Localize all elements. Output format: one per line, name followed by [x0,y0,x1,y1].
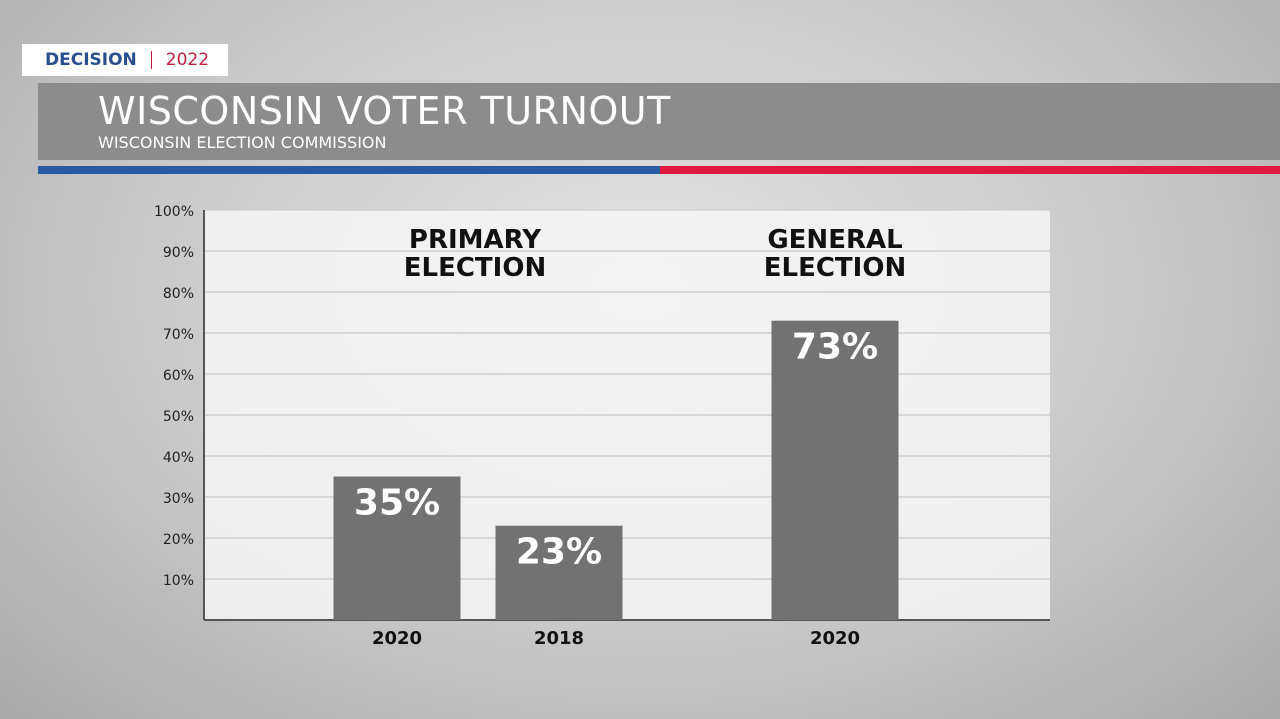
chart-title: WISCONSIN VOTER TURNOUT [98,89,671,133]
y-tick-label: 20% [163,532,194,548]
brand-year: 2022 [165,50,210,70]
y-tick-label: 70% [163,327,194,343]
bar [333,476,461,620]
x-tick-label: 2020 [810,628,860,649]
y-tick-label: 40% [163,450,194,466]
x-tick-label: 2020 [372,628,422,649]
stripe-red [660,166,1280,174]
chart-subtitle: WISCONSIN ELECTION COMMISSION [98,133,387,152]
y-tick-label: 10% [163,573,194,589]
header-band: WISCONSIN VOTER TURNOUT WISCONSIN ELECTI… [38,83,1280,160]
y-tick-label: 30% [163,491,194,507]
y-tick-label: 100% [154,204,194,220]
value-label: 35% [354,483,440,524]
value-label: 73% [792,327,878,368]
x-tick-label: 2018 [534,628,584,649]
stripe-blue [38,166,660,174]
y-tick-label: 60% [163,368,194,384]
y-tick-label: 90% [163,245,194,261]
brand-name: DECISION [45,50,137,70]
value-label: 23% [516,532,602,573]
bar [771,320,899,620]
y-tick-label: 80% [163,286,194,302]
y-tick-label: 50% [163,409,194,425]
brand-tag: DECISION 2022 [22,44,228,76]
group-label: GENERAL ELECTION [763,225,907,283]
bar [495,525,623,620]
separator [150,51,152,69]
group-label: PRIMARY ELECTION [403,225,547,283]
